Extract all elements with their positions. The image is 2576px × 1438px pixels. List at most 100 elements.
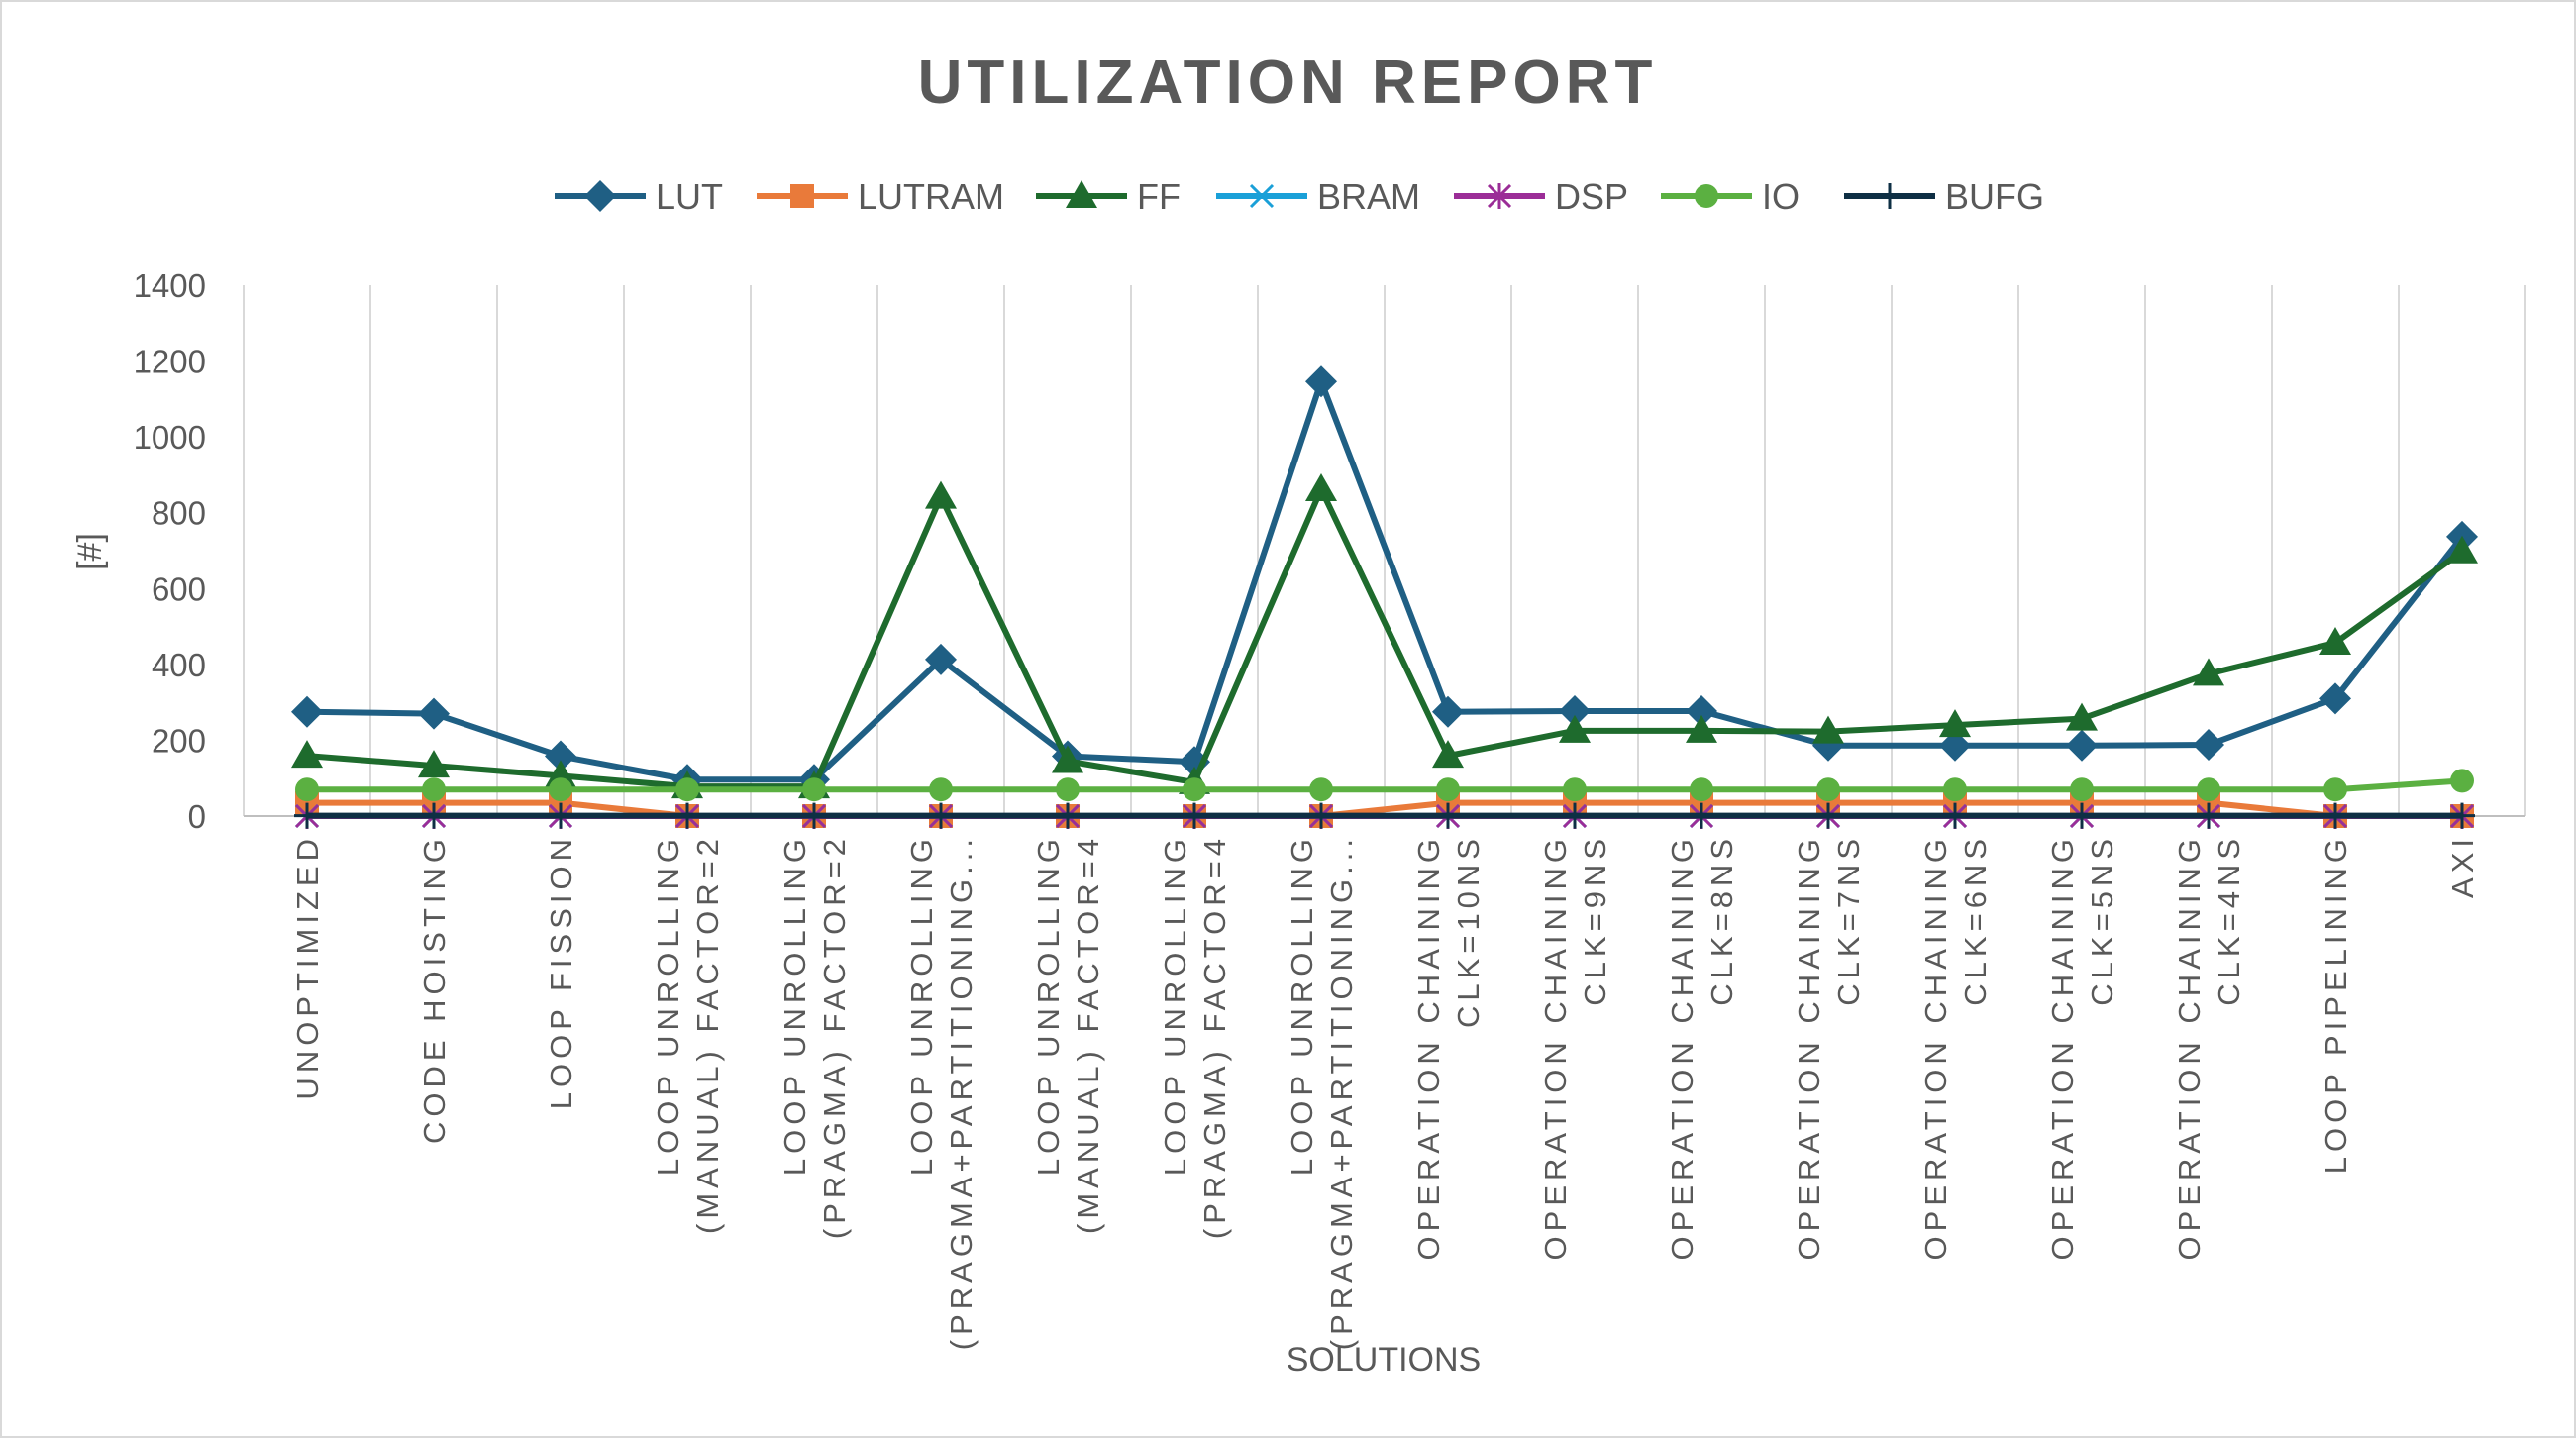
data-point-ff <box>1559 714 1591 743</box>
data-point-io <box>2450 769 2474 793</box>
data-point-ff <box>1939 709 1971 738</box>
x-tick-label-line: CLK=5NS <box>2085 834 2119 1006</box>
series-ff <box>291 472 2478 799</box>
series-layer <box>291 365 2478 829</box>
data-point-io <box>1690 777 1713 802</box>
y-axis-title: [#] <box>71 533 109 570</box>
data-point-io <box>1056 777 1080 802</box>
legend-item-bram: BRAM <box>1216 176 1420 217</box>
data-point-bufg <box>2069 802 2095 829</box>
y-tick-label: 0 <box>188 798 206 835</box>
legend-item-dsp: DSP <box>1454 176 1628 217</box>
data-point-bufg <box>1815 802 1841 829</box>
x-tick-label-line: CLK=9NS <box>1578 834 1612 1006</box>
data-point-ff <box>2193 658 2224 686</box>
y-tick-label: 1400 <box>134 267 206 304</box>
x-tick-label-line: (PRAGMA) FACTOR=4 <box>1197 834 1232 1239</box>
legend-marker <box>584 180 616 212</box>
x-tick-label-line: UNOPTIMIZED <box>290 834 325 1100</box>
data-point-lut <box>925 643 957 675</box>
legend-label: IO <box>1762 176 1800 217</box>
data-point-io <box>295 777 319 802</box>
x-tick-label: OPERATION CHAINING CLK=6NS <box>1918 834 1993 1260</box>
x-axis-title: SOLUTIONS <box>1287 1341 1481 1379</box>
data-point-ff <box>1305 472 1337 501</box>
data-point-ff <box>2066 702 2098 731</box>
x-tick-label-line: OPERATION CHAINING <box>1792 834 1826 1260</box>
x-tick-label-line: LOOP UNROLLING <box>904 834 939 1176</box>
data-point-lut <box>1559 694 1591 727</box>
data-point-bufg <box>548 802 573 829</box>
data-point-io <box>2197 777 2220 802</box>
x-tick-label: UNOPTIMIZED <box>290 834 325 1100</box>
x-tick-label-line: (PRAGMA) FACTOR=2 <box>817 834 852 1239</box>
x-tick-label-line: LOOP UNROLLING <box>1158 834 1192 1176</box>
data-point-bufg <box>2322 802 2348 829</box>
series-line-lut <box>306 378 2465 783</box>
legend-marker <box>1877 183 1903 209</box>
data-point-bufg <box>2196 802 2221 829</box>
x-tick-label-line: OPERATION CHAINING <box>1665 834 1700 1260</box>
data-point-lut <box>2193 729 2224 762</box>
x-tick-label: LOOP PIPELINING <box>2318 834 2353 1174</box>
data-point-ff <box>2319 627 2351 656</box>
data-point-ff <box>925 480 957 509</box>
legend-item-io: IO <box>1661 176 1800 217</box>
data-point-bufg <box>1435 802 1461 829</box>
data-point-io <box>1816 777 1840 802</box>
data-point-bufg <box>2449 802 2475 829</box>
data-point-io <box>1436 777 1460 802</box>
x-tick-label-line: LOOP FISSION <box>544 834 578 1109</box>
data-point-io <box>675 777 699 802</box>
x-tick-label: CODE HOISTING <box>417 834 452 1144</box>
y-tick-label: 800 <box>152 495 206 532</box>
x-tick-label-line: CODE HOISTING <box>417 834 452 1144</box>
legend: LUT LUTRAM FF BRAM DSP IO BUFG <box>555 176 2044 217</box>
x-tick-label-line: CLK=10NS <box>1451 834 1486 1028</box>
x-tick-label: OPERATION CHAINING CLK=4NS <box>2172 834 2246 1260</box>
y-axis: 0 200 400 600 800 1000 1200 1400 <box>134 267 206 835</box>
x-tick-label-line: CLK=4NS <box>2212 834 2246 1006</box>
x-tick-label-line: LOOP UNROLLING <box>1031 834 1066 1176</box>
data-point-io <box>422 777 446 802</box>
data-point-lut <box>1686 694 1717 727</box>
x-tick-label-line: LOOP UNROLLING <box>777 834 812 1176</box>
legend-label: LUT <box>656 176 723 217</box>
data-point-lut <box>545 740 576 772</box>
x-tick-label-line: LOOP PIPELINING <box>2318 834 2353 1174</box>
x-tick-label-line: (PRAGMA+PARTITIONING... <box>944 834 979 1350</box>
data-point-lut <box>2319 682 2351 715</box>
data-point-ff <box>1686 714 1717 743</box>
x-tick-label-line: OPERATION CHAINING <box>1918 834 1953 1260</box>
legend-marker <box>1066 180 1097 208</box>
x-tick-label-line: OPERATION CHAINING <box>2045 834 2080 1260</box>
y-tick-label: 1000 <box>134 419 206 456</box>
x-tick-label: OPERATION CHAINING CLK=8NS <box>1665 834 1739 1260</box>
x-tick-label: LOOP UNROLLING (PRAGMA+PARTITIONING... <box>904 834 979 1350</box>
data-point-io <box>802 777 826 802</box>
legend-marker <box>1695 184 1718 208</box>
y-tick-label: 600 <box>152 570 206 607</box>
data-point-lut <box>1939 729 1971 762</box>
data-point-lut <box>1305 365 1337 398</box>
x-tick-label-line: CLK=7NS <box>1831 834 1866 1006</box>
data-point-lut <box>418 697 450 730</box>
y-tick-label: 200 <box>152 722 206 759</box>
x-tick-label-line: CLK=6NS <box>1958 834 1993 1006</box>
x-tick-label-line: LOOP UNROLLING <box>651 834 685 1176</box>
series-io <box>295 769 2474 802</box>
legend-item-bufg: BUFG <box>1844 176 2044 217</box>
data-point-lut <box>2066 729 2098 762</box>
data-point-bufg <box>1689 802 1714 829</box>
data-point-ff <box>1812 715 1844 744</box>
legend-label: BRAM <box>1317 176 1420 217</box>
x-tick-label: LOOP UNROLLING (PRAGMA+PARTITIONING... <box>1285 834 1359 1350</box>
x-tick-label-line: LOOP UNROLLING <box>1285 834 1319 1176</box>
x-tick-label-line: (MANUAL) FACTOR=4 <box>1071 834 1105 1234</box>
x-tick-label: LOOP UNROLLING (MANUAL) FACTOR=4 <box>1031 834 1105 1234</box>
legend-marker <box>1487 183 1512 209</box>
data-point-bufg <box>1562 802 1588 829</box>
x-axis: UNOPTIMIZED CODE HOISTING LOOP FISSION LOOP… <box>290 834 2480 1350</box>
